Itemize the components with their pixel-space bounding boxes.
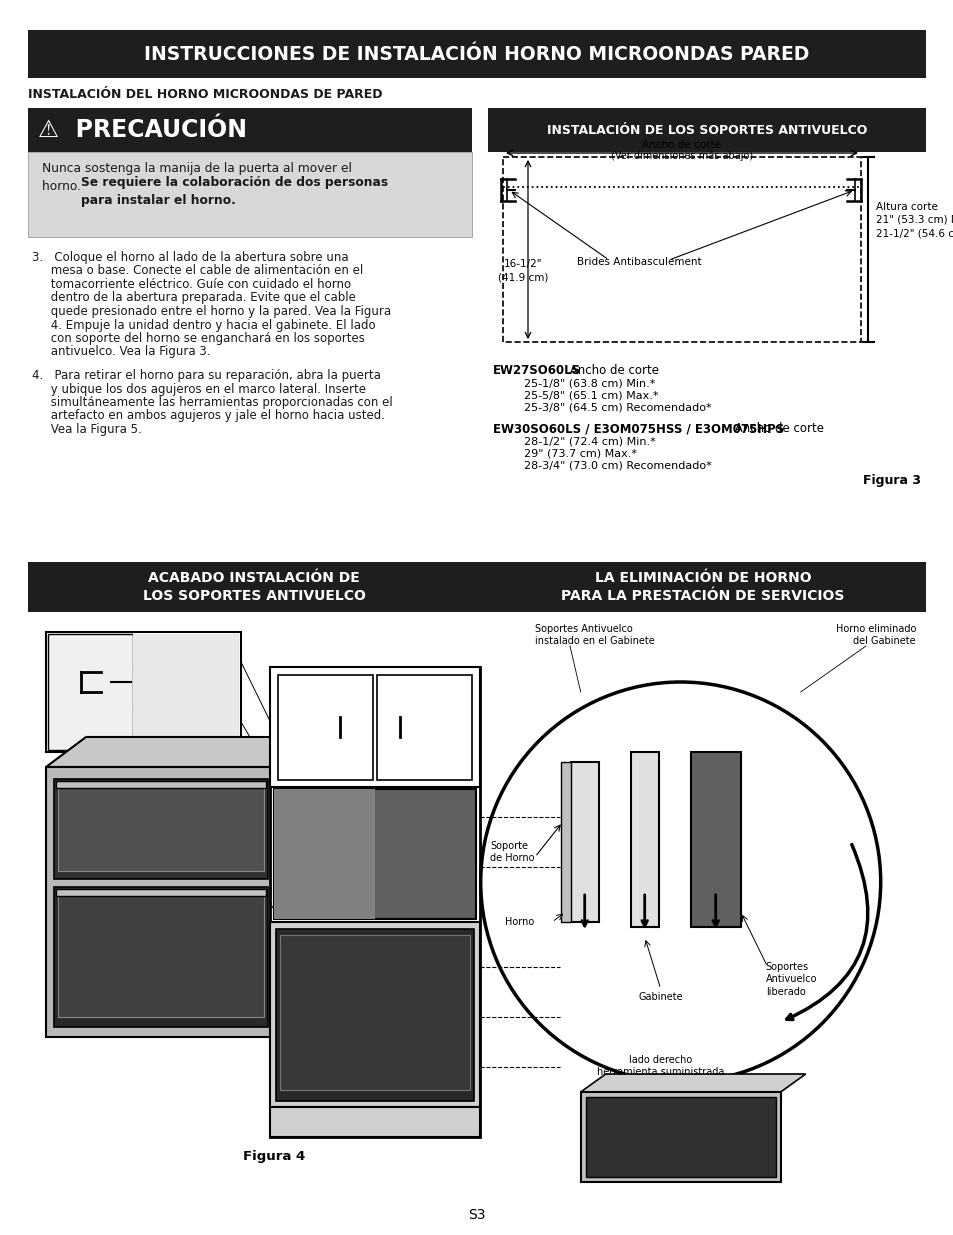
Text: Soportes
Antivuelco
liberado: Soportes Antivuelco liberado xyxy=(765,962,817,997)
Bar xyxy=(280,935,470,1091)
Bar xyxy=(274,789,476,919)
Text: Brides Antibasculement: Brides Antibasculement xyxy=(577,257,700,267)
Text: Figura 4: Figura 4 xyxy=(243,1150,305,1163)
Text: Ancho de corte: Ancho de corte xyxy=(565,364,659,377)
Text: EW30SO60LS / E3OM075HSS / E3OM075HPS: EW30SO60LS / E3OM075HSS / E3OM075HPS xyxy=(493,422,783,435)
Text: 21" (53.3 cm) Min.*: 21" (53.3 cm) Min.* xyxy=(875,215,953,225)
Text: 25-5/8" (65.1 cm) Max.*: 25-5/8" (65.1 cm) Max.* xyxy=(510,390,658,400)
Polygon shape xyxy=(46,737,315,767)
Bar xyxy=(56,889,266,897)
Bar xyxy=(54,887,268,1028)
Bar xyxy=(277,676,373,781)
Text: 28-3/4" (73.0 cm) Recomendado*: 28-3/4" (73.0 cm) Recomendado* xyxy=(510,459,711,471)
Bar xyxy=(28,30,925,78)
Bar xyxy=(585,1097,775,1177)
Text: S3: S3 xyxy=(468,1208,485,1221)
Bar xyxy=(46,632,241,752)
Text: mesa o base. Conecte el cable de alimentación en el: mesa o base. Conecte el cable de aliment… xyxy=(32,264,363,278)
Text: lado derecho
herramienta suministrada: lado derecho herramienta suministrada xyxy=(597,1055,723,1077)
Text: Soportes Antivuelco
instalado en el Gabinete: Soportes Antivuelco instalado en el Gabi… xyxy=(535,624,654,646)
Bar xyxy=(58,895,264,1016)
Text: Gabinete: Gabinete xyxy=(638,992,682,1002)
Bar xyxy=(56,781,266,788)
Text: INSTRUCCIONES DE INSTALACIÓN HORNO MICROONDAS PARED: INSTRUCCIONES DE INSTALACIÓN HORNO MICRO… xyxy=(144,44,809,63)
Text: LA ELIMINACIÓN DE HORNO
PARA LA PRESTACIÓN DE SERVICIOS: LA ELIMINACIÓN DE HORNO PARA LA PRESTACI… xyxy=(560,572,843,603)
Bar xyxy=(270,667,479,1137)
Bar xyxy=(28,107,472,152)
Text: Soporte
de Horno: Soporte de Horno xyxy=(490,841,534,863)
Text: 28-1/2" (72.4 cm) Min.*: 28-1/2" (72.4 cm) Min.* xyxy=(510,436,655,446)
Bar xyxy=(54,779,268,879)
Text: EW27SO60LS: EW27SO60LS xyxy=(493,364,580,377)
Bar xyxy=(48,634,132,750)
Bar xyxy=(570,762,598,923)
Bar xyxy=(270,667,479,787)
Polygon shape xyxy=(275,737,315,1037)
Text: Horno: Horno xyxy=(504,918,534,927)
Text: 3.   Coloque el horno al lado de la abertura sobre una: 3. Coloque el horno al lado de la abertu… xyxy=(32,251,348,264)
Bar xyxy=(28,152,472,237)
Text: tomacorriente eléctrico. Guíe con cuidado el horno: tomacorriente eléctrico. Guíe con cuidad… xyxy=(32,278,351,291)
Text: 4.   Para retirar el horno para su reparación, abra la puerta: 4. Para retirar el horno para su reparac… xyxy=(32,369,380,382)
Bar xyxy=(132,634,239,750)
Text: 25-3/8" (64.5 cm) Recomendado*: 25-3/8" (64.5 cm) Recomendado* xyxy=(510,403,711,412)
Text: simultáneamente las herramientas proporcionadas con el: simultáneamente las herramientas proporc… xyxy=(32,396,393,409)
Text: ⚠  PRECAUCIÓN: ⚠ PRECAUCIÓN xyxy=(38,119,247,142)
Text: con soporte del horno se enganchará en los soportes: con soporte del horno se enganchará en l… xyxy=(32,332,364,345)
Text: (Ver dimensiones más abajo): (Ver dimensiones más abajo) xyxy=(610,151,752,161)
Bar xyxy=(270,923,479,1107)
Text: quede presionado entre el horno y la pared. Vea la Figura: quede presionado entre el horno y la par… xyxy=(32,305,391,317)
Bar xyxy=(690,752,740,927)
Bar xyxy=(488,107,925,152)
Text: 16-1/2": 16-1/2" xyxy=(503,259,541,269)
Text: y ubique los dos agujeros en el marco lateral. Inserte: y ubique los dos agujeros en el marco la… xyxy=(32,383,366,395)
Bar xyxy=(479,562,925,613)
Bar xyxy=(270,1107,479,1137)
Text: 25-1/8" (63.8 cm) Min.*: 25-1/8" (63.8 cm) Min.* xyxy=(510,378,655,388)
Text: Altura corte: Altura corte xyxy=(875,203,937,212)
Polygon shape xyxy=(580,1074,805,1092)
Bar xyxy=(28,562,479,613)
Bar xyxy=(376,676,472,781)
Bar xyxy=(275,929,474,1100)
Text: artefacto en ambos agujeros y jale el horno hacia usted.: artefacto en ambos agujeros y jale el ho… xyxy=(32,410,385,422)
Text: (41.9 cm): (41.9 cm) xyxy=(497,273,548,283)
Bar xyxy=(58,783,264,871)
Text: Figura 3: Figura 3 xyxy=(862,474,920,487)
Text: antivuelco. Vea la Figura 3.: antivuelco. Vea la Figura 3. xyxy=(32,346,211,358)
Text: 21-1/2" (54.6 cm) Max.*: 21-1/2" (54.6 cm) Max.* xyxy=(875,228,953,238)
Bar xyxy=(560,762,570,923)
Text: 4. Empuje la unidad dentro y hacia el gabinete. El lado: 4. Empuje la unidad dentro y hacia el ga… xyxy=(32,319,375,331)
Bar xyxy=(274,789,375,919)
Text: Vea la Figura 5.: Vea la Figura 5. xyxy=(32,424,142,436)
Text: dentro de la abertura preparada. Evite que el cable: dentro de la abertura preparada. Evite q… xyxy=(32,291,355,305)
Text: ACABADO INSTALACIÓN DE
LOS SOPORTES ANTIVUELCO: ACABADO INSTALACIÓN DE LOS SOPORTES ANTI… xyxy=(142,572,365,603)
Bar xyxy=(46,767,275,1037)
Text: Se requiere la colaboración de dos personas
para instalar el horno.: Se requiere la colaboración de dos perso… xyxy=(81,177,388,207)
Text: 29" (73.7 cm) Max.*: 29" (73.7 cm) Max.* xyxy=(510,448,637,458)
Text: INSTALACIÓN DEL HORNO MICROONDAS DE PARED: INSTALACIÓN DEL HORNO MICROONDAS DE PARE… xyxy=(28,89,382,101)
Text: Ancho de corte: Ancho de corte xyxy=(641,140,720,149)
Bar xyxy=(502,157,861,342)
Text: Figura 5: Figura 5 xyxy=(649,1150,711,1163)
Bar xyxy=(630,752,658,927)
Text: Nunca sostenga la manija de la puerta al mover el
horno.: Nunca sostenga la manija de la puerta al… xyxy=(42,162,352,193)
Text: Horno eliminado
del Gabinete: Horno eliminado del Gabinete xyxy=(835,624,915,646)
Bar xyxy=(580,1092,780,1182)
Text: INSTALACIÓN DE LOS SOPORTES ANTIVUELCO: INSTALACIÓN DE LOS SOPORTES ANTIVUELCO xyxy=(546,124,866,137)
Text: Ancho de corte: Ancho de corte xyxy=(730,422,823,435)
